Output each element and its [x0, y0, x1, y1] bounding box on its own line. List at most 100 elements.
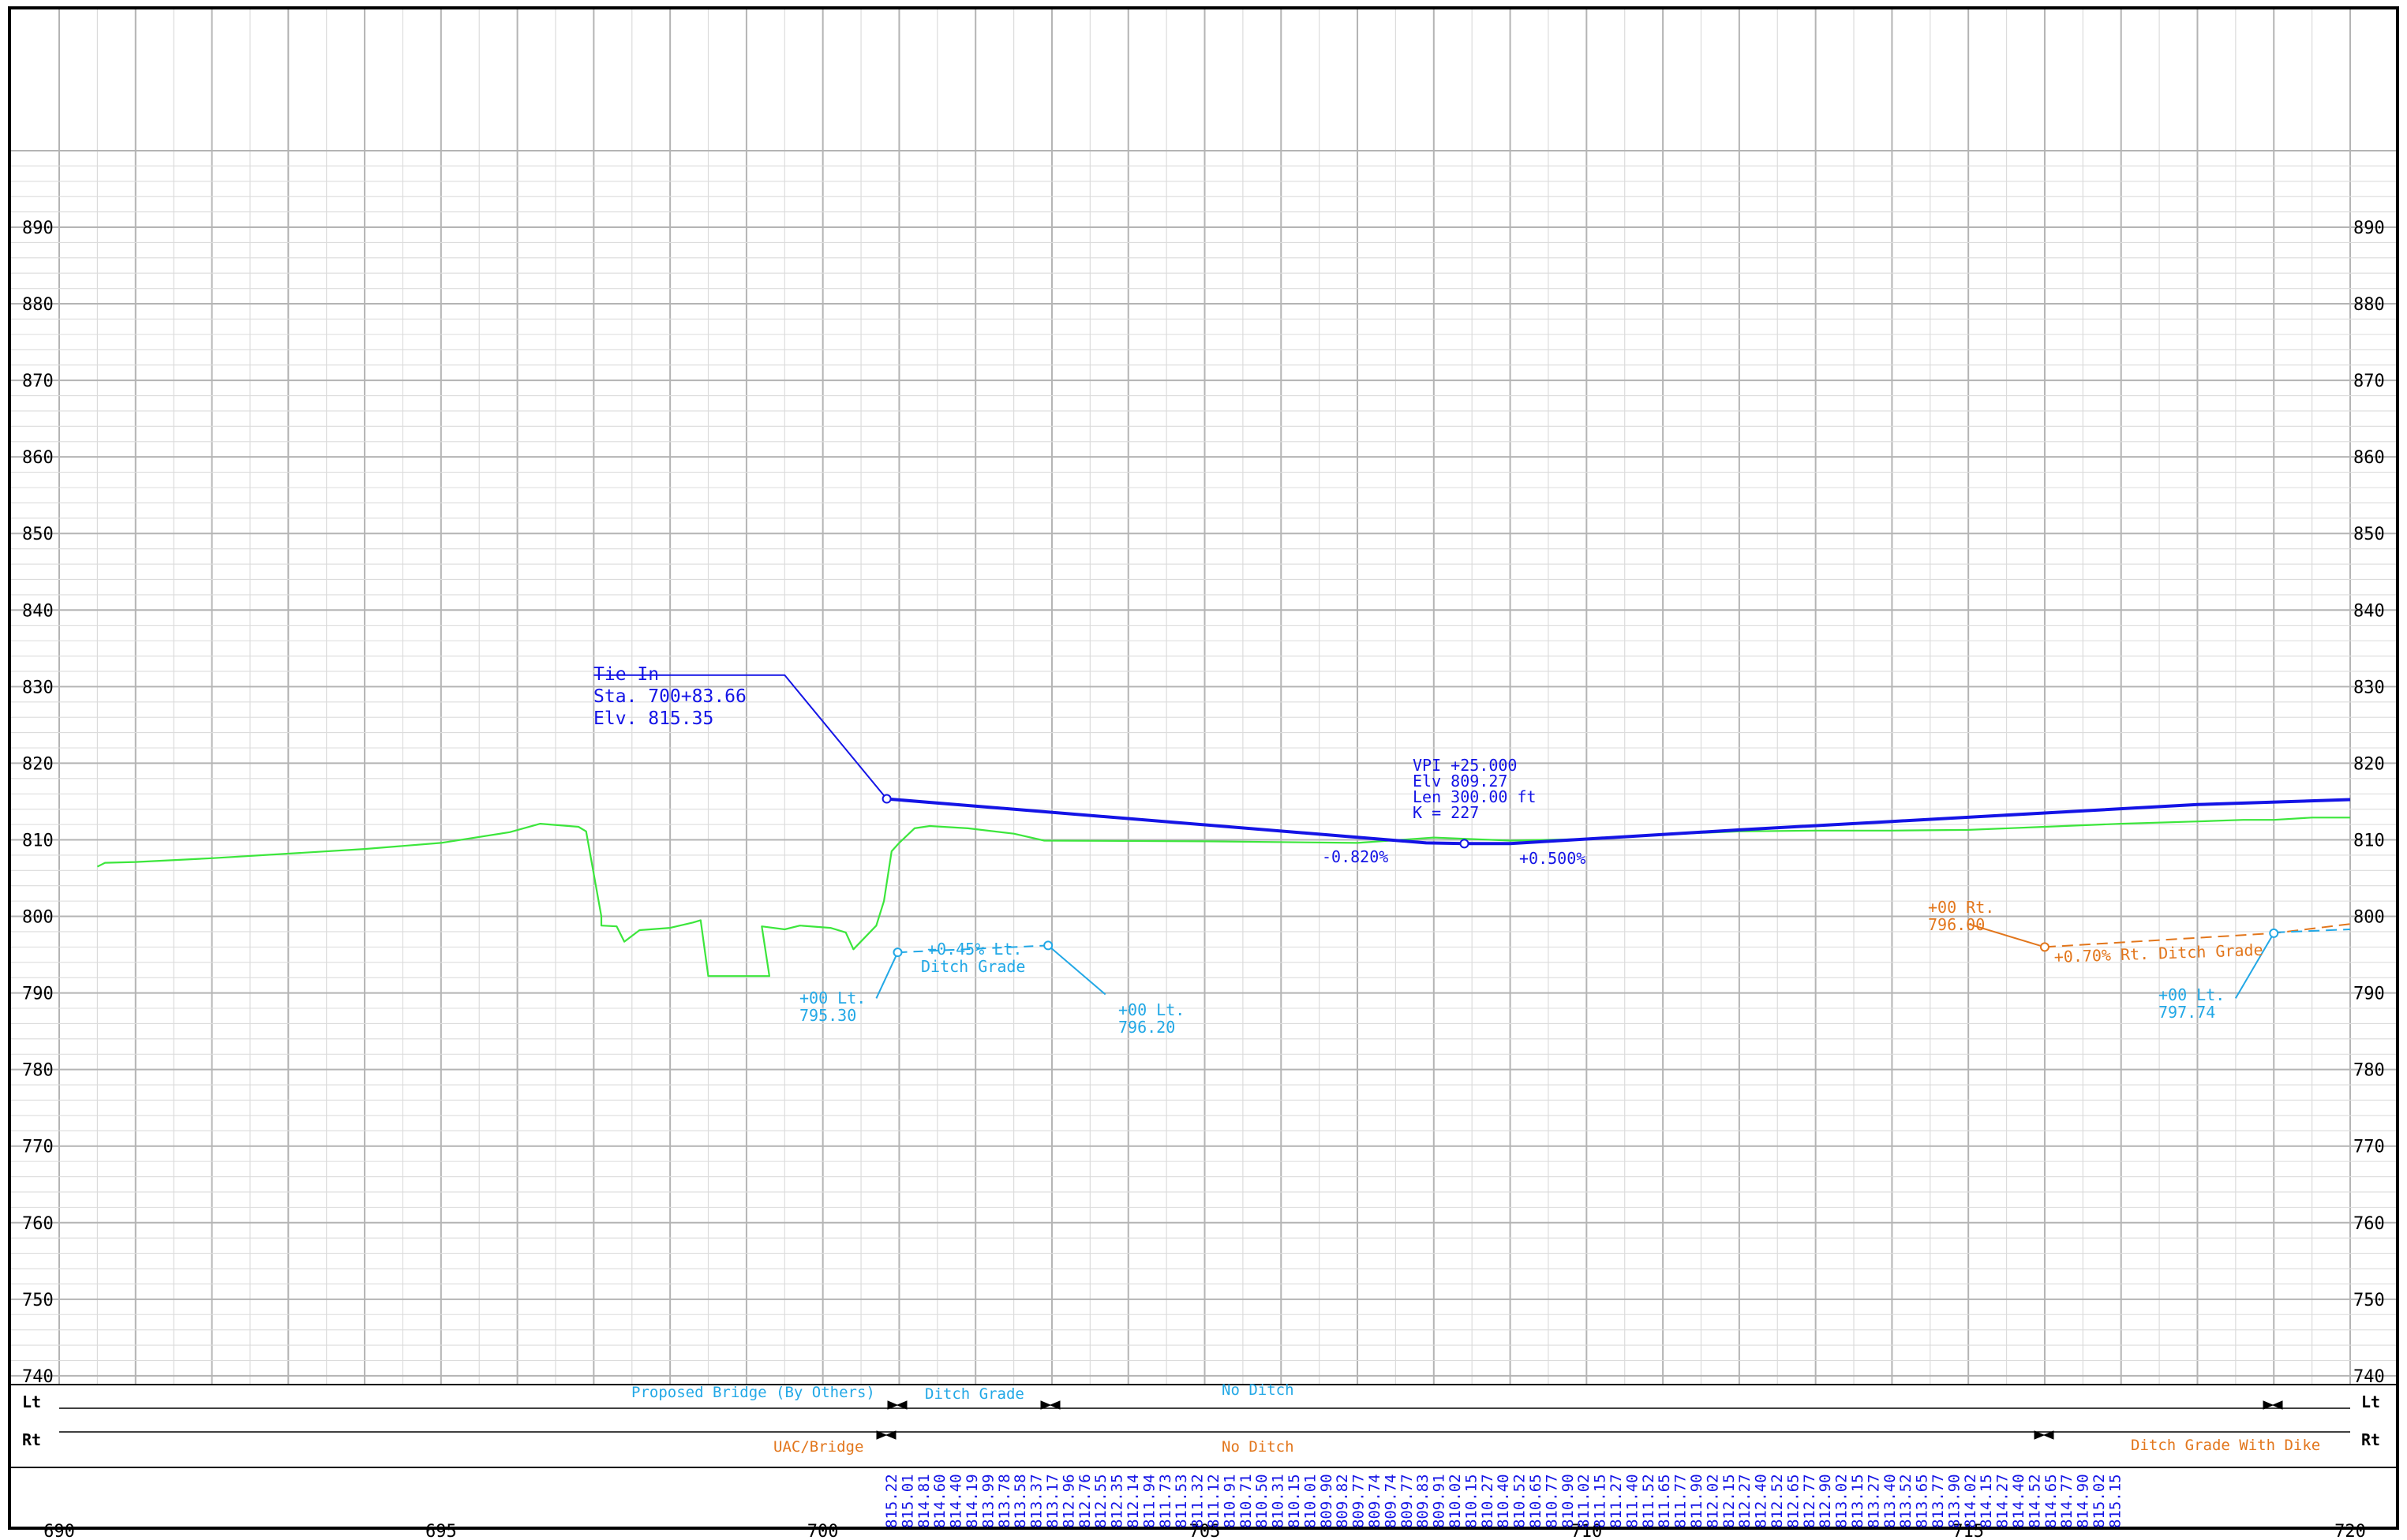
elevation-tick-left: 870 — [22, 372, 54, 391]
station-tick: 690 — [43, 1522, 75, 1540]
frame-border — [8, 6, 2399, 1530]
elevation-tick-left: 750 — [22, 1291, 54, 1310]
profile-elevation-label: 814.77 — [2058, 1474, 2076, 1528]
left-ditch-start-point — [893, 948, 903, 958]
profile-elevation-label: 810.01 — [1301, 1474, 1319, 1528]
station-tick: 720 — [2334, 1522, 2366, 1540]
series-existing-ground — [96, 817, 2350, 977]
profile-elevation-label: 813.02 — [1833, 1474, 1851, 1528]
profile-elevation-label: 814.52 — [2026, 1474, 2043, 1528]
elevation-tick-right: 840 — [2353, 601, 2385, 621]
profile-elevation-label: 813.90 — [1945, 1474, 1963, 1528]
profile-elevation-label: 814.19 — [964, 1474, 981, 1528]
rt-segment-ditch-grade-with-dike: Ditch Grade With Dike — [2131, 1437, 2320, 1454]
left-ditch-grade-label: Ditch Grade — [921, 957, 1025, 976]
elevation-tick-left: 850 — [22, 525, 54, 544]
station-tick: 700 — [807, 1522, 839, 1540]
elevation-tick-left: 790 — [22, 985, 54, 1004]
right-end-left-elevation: 797.74 — [2158, 1003, 2215, 1022]
rt-segment-uac-bridge: UAC/Bridge — [773, 1438, 863, 1456]
profile-elevation-label: 811.40 — [1623, 1474, 1641, 1528]
right-end-point — [2269, 928, 2279, 938]
profile-elevation-label: 814.60 — [931, 1474, 949, 1528]
profile-elevation-label: 812.96 — [1060, 1474, 1077, 1528]
tie-in-station: Sta. 700+83.66 — [593, 686, 747, 707]
elevation-tick-right: 810 — [2353, 831, 2385, 850]
vpi-point — [1459, 839, 1469, 849]
right-ditch-start-point — [2039, 942, 2050, 952]
elevation-tick-left: 860 — [22, 448, 54, 468]
profile-elevation-label: 810.15 — [1286, 1474, 1303, 1528]
profile-elevation-label: 813.15 — [1849, 1474, 1866, 1528]
profile-elevation-label: 812.15 — [1720, 1474, 1738, 1528]
grade-in-label: -0.820% — [1322, 847, 1388, 866]
profile-elevation-label: 809.83 — [1414, 1474, 1432, 1528]
vpi-k-value: K = 227 — [1413, 803, 1479, 822]
profile-elevation-label: 811.65 — [1656, 1474, 1673, 1528]
grade-out-label: +0.500% — [1519, 849, 1585, 868]
right-end-left-station: +00 Lt. — [2158, 985, 2225, 1004]
profile-elevation-label: 814.27 — [1994, 1474, 2012, 1528]
left-ditch-grade: +0.45% Lt. — [927, 940, 1022, 959]
series-right-end-tail — [2274, 929, 2351, 933]
profile-elevation-label: 809.77 — [1398, 1474, 1416, 1528]
profile-elevation-label: 814.02 — [1962, 1474, 1979, 1528]
series-left-ditch — [897, 944, 1049, 954]
band-change-mark — [876, 1430, 897, 1440]
profile-elevation-label: 810.77 — [1543, 1474, 1560, 1528]
profile-elevation-label: 812.27 — [1736, 1474, 1754, 1528]
elevation-tick-right: 830 — [2353, 678, 2385, 697]
station-axis: 690 695 700 705 710 715 720 — [43, 1522, 2366, 1540]
station-tick: 695 — [425, 1522, 457, 1540]
annotations: Tie In Sta. 700+83.66 Elv. 815.35 VPI +2… — [593, 664, 2263, 1037]
profile-elevation-label: 812.40 — [1753, 1474, 1770, 1528]
elevation-tick-right: 890 — [2353, 219, 2385, 238]
profile-elevation-label: 810.91 — [1221, 1474, 1238, 1528]
profile-lines — [96, 674, 2351, 999]
elevation-tick-right: 880 — [2353, 295, 2385, 315]
elevation-tick-right: 790 — [2353, 985, 2385, 1004]
elevation-tick-left: 820 — [22, 754, 54, 774]
profile-elevation-label: 812.77 — [1801, 1474, 1818, 1528]
profile-elevation-label: 810.15 — [1462, 1474, 1480, 1528]
profile-elevation-label: 813.40 — [1881, 1474, 1899, 1528]
elevation-tick-right: 800 — [2353, 908, 2385, 928]
tie-in-point — [882, 794, 892, 804]
profile-elevation-label: 811.52 — [1640, 1474, 1657, 1528]
grid — [9, 8, 2398, 1385]
profile-elevation-label: 809.91 — [1431, 1474, 1448, 1528]
elevation-tick-left: 830 — [22, 678, 54, 697]
profile-elevation-label: 809.77 — [1350, 1474, 1368, 1528]
elevation-tick-right: 760 — [2353, 1214, 2385, 1234]
rt-segment-no-ditch: No Ditch — [1222, 1438, 1294, 1456]
profile-elevation-label: 810.40 — [1495, 1474, 1512, 1528]
elevation-tick-right: 750 — [2353, 1291, 2385, 1310]
lt-band-label: Lt — [22, 1392, 41, 1411]
band-marks — [876, 1400, 2283, 1440]
control-points — [882, 794, 2279, 958]
lt-segment-no-ditch: No Ditch — [1222, 1381, 1294, 1399]
elevation-tick-left: 810 — [22, 831, 54, 850]
series-right-end-leader — [2234, 933, 2275, 999]
series-proposed-profile — [886, 797, 2351, 846]
vpi-station: VPI +25.000 — [1413, 756, 1517, 775]
elevation-tick-left: 740 — [22, 1367, 54, 1387]
right-ditch-start-elevation: 796.00 — [1928, 915, 1985, 934]
profile-elevation-label: 812.76 — [1076, 1474, 1094, 1528]
station-tick: 705 — [1189, 1522, 1221, 1540]
elevation-tick-right: 850 — [2353, 525, 2385, 544]
profile-elevation-label: 809.82 — [1334, 1474, 1351, 1528]
profile-elevation-label: 812.90 — [1817, 1474, 1834, 1528]
profile-elevation-label: 812.02 — [1704, 1474, 1721, 1528]
profile-elevation-label: 811.27 — [1608, 1474, 1625, 1528]
profile-elevation-label: 813.37 — [1028, 1474, 1046, 1528]
profile-elevation-label: 813.78 — [996, 1474, 1013, 1528]
profile-elevation-label: 812.14 — [1125, 1474, 1142, 1528]
profile-elevation-label: 810.02 — [1447, 1474, 1464, 1528]
profile-elevation-label: 810.65 — [1527, 1474, 1544, 1528]
profile-elevation-label: 814.90 — [2075, 1474, 2092, 1528]
profile-elevation-label: 812.52 — [1769, 1474, 1786, 1528]
profile-elevation-label: 811.53 — [1173, 1474, 1190, 1528]
profile-elevation-label: 813.27 — [1865, 1474, 1882, 1528]
left-ditch-start-station: +00 Lt. — [799, 989, 866, 1007]
